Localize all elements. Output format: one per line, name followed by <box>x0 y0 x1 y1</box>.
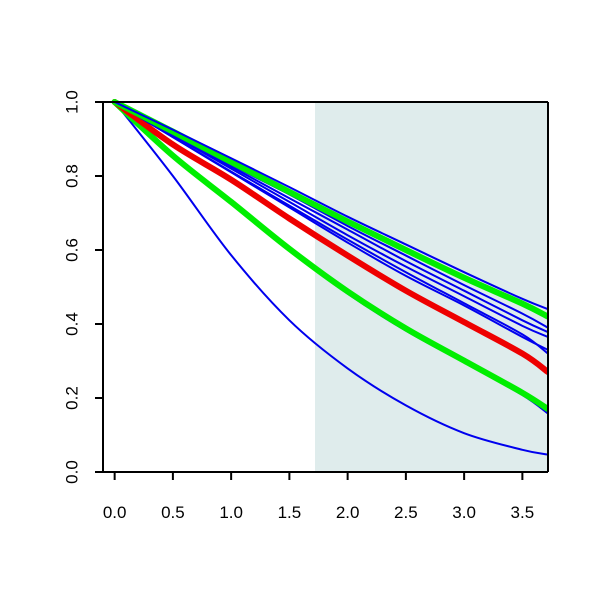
series-line-1 <box>113 101 548 456</box>
series-line-4 <box>111 99 548 413</box>
x-tick-label: 0.5 <box>161 503 185 522</box>
x-tick-label: 1.5 <box>278 503 302 522</box>
axes-layer <box>102 101 549 473</box>
x-tick-label: 2.5 <box>394 503 418 522</box>
series-layer <box>111 99 548 456</box>
series-line-12 <box>113 101 548 311</box>
y-tick-label: 1.0 <box>62 90 81 114</box>
x-tick-label: 3.0 <box>452 503 476 522</box>
series-line-7 <box>113 101 548 355</box>
x-tick-label: 2.0 <box>336 503 360 522</box>
series-line-9 <box>113 101 548 334</box>
x-tick-label: 1.0 <box>219 503 243 522</box>
y-tick-label: 0.6 <box>62 238 81 262</box>
y-tick-label: 0.8 <box>62 164 81 188</box>
x-axis-ticks: 0.0 0.5 1.0 1.5 2.0 2.5 3.0 3.5 <box>103 472 534 522</box>
series-line-5 <box>111 99 548 376</box>
series-line-11 <box>111 99 548 320</box>
y-tick-label: 0.2 <box>62 386 81 410</box>
y-axis-ticks: 0.0 0.2 0.4 0.6 0.8 1.0 <box>62 90 103 484</box>
y-tick-label: 0.4 <box>62 312 81 336</box>
x-tick-label: 3.5 <box>511 503 535 522</box>
y-tick-label: 0.0 <box>62 460 81 484</box>
x-tick-label: 0.0 <box>103 503 127 522</box>
